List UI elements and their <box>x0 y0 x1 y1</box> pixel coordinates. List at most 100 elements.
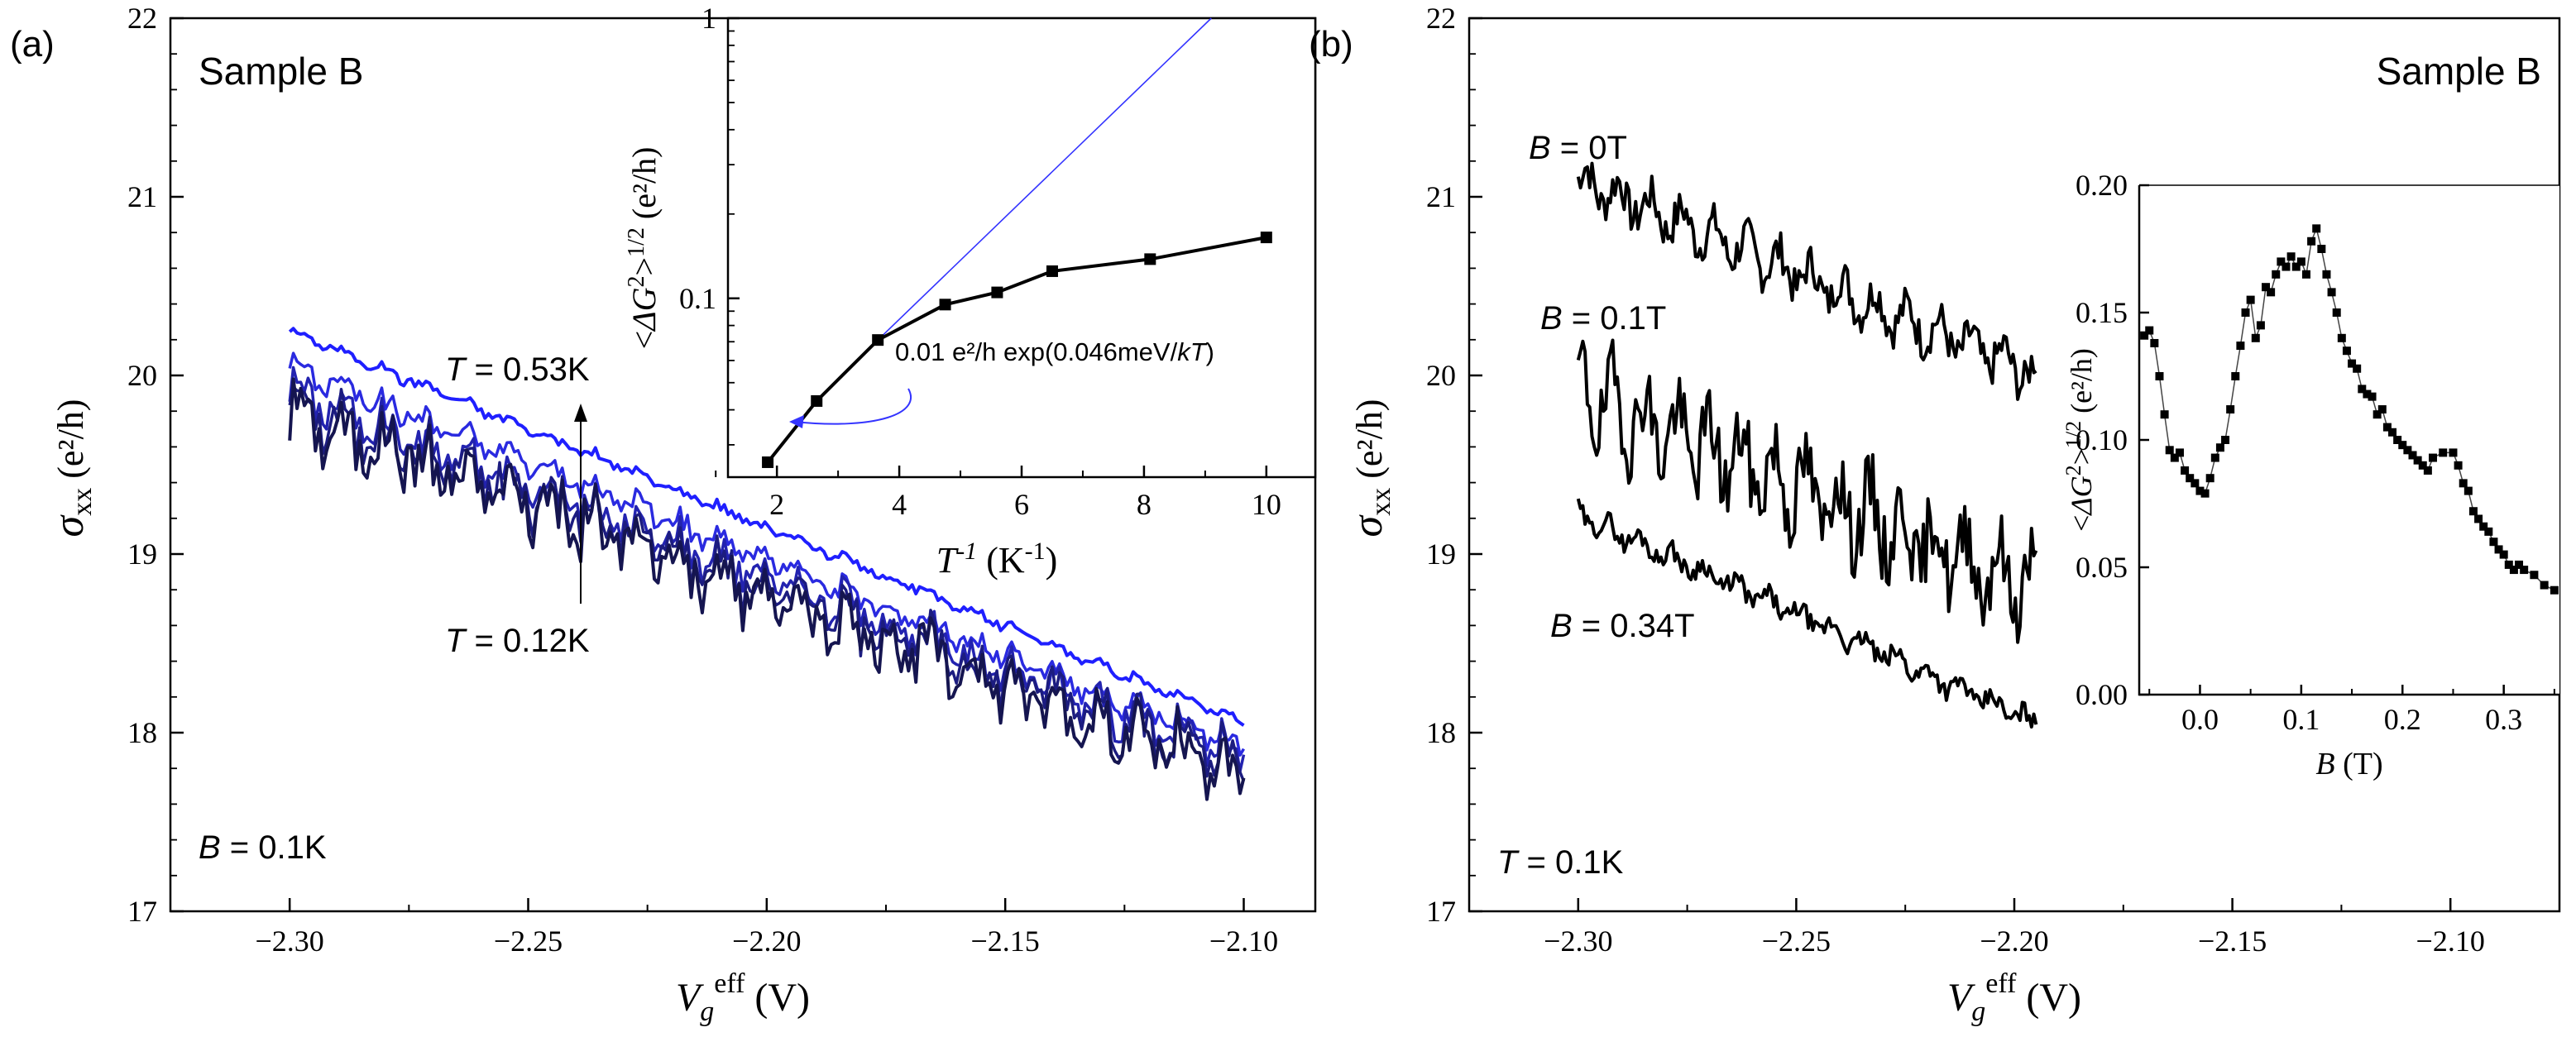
panel-b-temp-label-var: T <box>1497 844 1520 881</box>
inset-b-point <box>2413 456 2422 465</box>
inset-a-ticks: 2 4 6 8 10 0.1 1 <box>679 2 1281 521</box>
inset-b-point <box>2530 571 2539 580</box>
inset-b-point <box>2342 346 2351 356</box>
inset-b-point <box>2301 270 2310 279</box>
b-xtick-label: −2.20 <box>1980 925 2048 958</box>
inset-b-point <box>2251 333 2260 342</box>
panel-a-label: (a) <box>10 24 55 65</box>
ib-ytick-label: 0.00 <box>2076 678 2128 711</box>
a-ytick-label: 21 <box>127 180 157 213</box>
series-label-B01-var: B <box>1540 300 1563 337</box>
inset-b-point <box>2150 338 2159 347</box>
series-label-B034: B = 0.34T <box>1550 608 1695 644</box>
inset-b-point <box>2449 448 2458 457</box>
inset-b-point <box>2540 581 2549 590</box>
ib-xtick-label: 0.0 <box>2181 703 2219 736</box>
inset-b-point <box>2286 252 2296 261</box>
inset-b-point <box>2160 410 2169 419</box>
inset-b-point <box>2373 410 2382 419</box>
inset-b-point <box>2423 466 2432 475</box>
ib-ytick-label: 0.15 <box>2076 296 2128 329</box>
inset-b-point <box>2307 237 2316 246</box>
inset-b-point <box>2358 385 2367 394</box>
inset-b-point <box>2282 262 2291 271</box>
inset-b-point <box>2382 423 2392 432</box>
inset-b-point <box>2509 566 2518 575</box>
temperature-arrow-head <box>574 404 587 422</box>
panel-a-ylabel-unit: (e²/h) <box>50 399 91 488</box>
inset-b-point <box>2145 326 2154 335</box>
inset-b-point <box>2368 392 2377 401</box>
inset-b-point <box>2317 245 2326 253</box>
panel-b-ticks: −2.30 −2.25 −2.20 −2.15 −2.10 17 18 19 20 21 22 <box>1426 2 2485 958</box>
panel-a-field-label-text: = 0.1K <box>221 829 327 866</box>
inset-b-ylabel-unit: (e²/h) <box>2065 348 2098 421</box>
inset-b-point <box>2205 474 2214 483</box>
inset-b-point <box>2200 489 2210 498</box>
annotation-low-T-text: = 0.12K <box>465 623 589 659</box>
inset-b-ylabel-sup1: 2 <box>2061 465 2085 475</box>
inset-b-point <box>2277 257 2286 266</box>
ia-xtick-label: 8 <box>1137 488 1152 521</box>
series-label-B01-text: = 0.1T <box>1563 300 1667 337</box>
ia-xtick-label: 10 <box>1252 488 1281 521</box>
series-T-0-53K <box>288 327 1245 727</box>
inset-a-xlabel-unit-end: ) <box>1046 540 1058 581</box>
panel-a-ylabel-main: σ <box>45 514 93 537</box>
inset-a-xlabel: T-1 (K-1) <box>936 538 1058 581</box>
inset-b-point <box>2175 448 2184 457</box>
annotation-high-T-text: = 0.53K <box>465 351 589 388</box>
panel-a-sample-label: Sample B <box>199 50 363 93</box>
inset-b-point <box>2520 566 2529 575</box>
inset-b-point <box>2474 514 2483 523</box>
inset-b-point <box>2489 538 2498 547</box>
inset-b-ylabel-main: ΔG <box>2065 475 2098 516</box>
inset-b-point <box>2353 364 2362 373</box>
inset-b-xlabel-unit: (T) <box>2335 747 2383 781</box>
inset-b-point <box>2499 550 2508 559</box>
inset-b-point <box>2403 446 2412 455</box>
inset-b-point <box>2195 486 2205 495</box>
inset-a-ylabel-unit: (e²/h) <box>625 147 663 228</box>
inset-b-point <box>2393 436 2402 444</box>
inset-a-fit-label: 0.01 e²/h exp(0.046meV/kT) <box>895 337 1214 366</box>
inset-a-point <box>1260 232 1272 244</box>
inset-b-point <box>2155 372 2164 380</box>
series-label-B034-var: B <box>1550 608 1573 644</box>
inset-b-point <box>2398 441 2407 450</box>
inset-a-ylabel-sup1: 2 <box>624 275 649 287</box>
inset-b-point <box>2312 224 2321 233</box>
panel-a-xlabel-unit: (V) <box>745 976 810 1020</box>
annotation-high-T-var: T <box>445 351 467 388</box>
inset-a-ylabel-mid: > <box>625 257 663 276</box>
panel-a-series <box>288 327 1246 801</box>
panel-b-xlabel-unit: (V) <box>2016 976 2081 1020</box>
annotation-high-T: T = 0.53K <box>445 351 590 388</box>
series-B-0-1T <box>1576 338 2038 644</box>
b-ytick-label: 21 <box>1426 180 1456 213</box>
b-ytick-label: 17 <box>1426 895 1456 928</box>
b-xtick-label: −2.15 <box>2198 925 2267 958</box>
inset-b-point <box>2246 295 2255 304</box>
series-label-B01: B = 0.1T <box>1540 300 1666 337</box>
inset-b-series <box>2140 224 2559 595</box>
inset-a-point <box>872 334 884 346</box>
series-B-0T <box>1576 161 2037 401</box>
inset-b-point <box>2327 288 2336 297</box>
ia-ytick-label: 0.1 <box>679 282 716 315</box>
panel-b-inset: 0.0 0.1 0.2 0.3 0.00 0.05 0.10 0.15 0.20 <ΔG2>1/… <box>2061 169 2559 781</box>
inset-a-point <box>991 286 1003 299</box>
b-xtick-label: −2.30 <box>1544 925 1612 958</box>
inset-b-point <box>2181 466 2190 475</box>
panel-a-xlabel-sub: g <box>700 996 714 1027</box>
annotation-low-T: T = 0.12K <box>445 623 590 659</box>
series-label-B034-text: = 0.34T <box>1573 608 1695 644</box>
inset-b-background <box>2139 185 2559 695</box>
ib-xtick-label: 0.3 <box>2485 703 2522 736</box>
panel-b-temp-label: T = 0.1K <box>1497 844 1624 881</box>
b-xtick-label: −2.10 <box>2416 925 2485 958</box>
inset-b-point <box>2484 527 2493 536</box>
inset-b-point <box>2332 308 2341 317</box>
